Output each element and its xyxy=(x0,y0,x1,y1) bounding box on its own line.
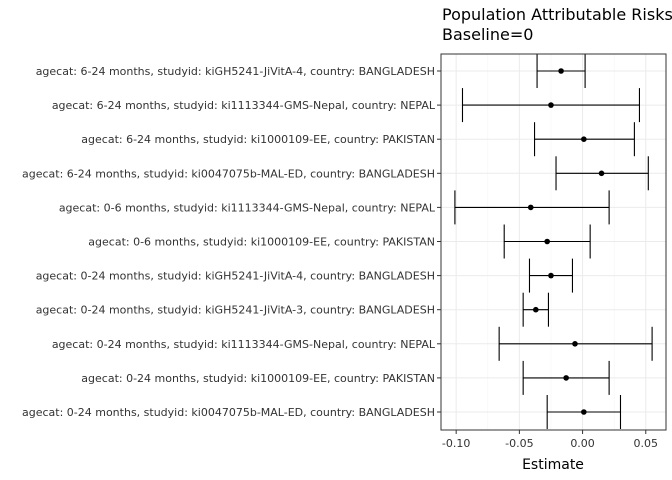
y-tick-label: agecat: 0-6 months, studyid: ki1113344-G… xyxy=(59,201,436,214)
x-axis-title: Estimate xyxy=(522,457,584,473)
chart-title: Population Attributable Risks xyxy=(442,5,672,24)
x-tick-label: -0.10 xyxy=(442,437,470,450)
chart-subtitle: Baseline=0 xyxy=(442,25,533,44)
estimate-point xyxy=(544,238,550,245)
y-tick-label: agecat: 6-24 months, studyid: ki0047075b… xyxy=(22,167,435,180)
estimate-point xyxy=(533,306,539,313)
estimate-point xyxy=(572,341,578,347)
x-tick-label: -0.05 xyxy=(505,437,533,450)
estimate-point xyxy=(581,409,587,415)
estimate-point xyxy=(548,102,554,108)
y-tick-label: agecat: 0-24 months, studyid: ki1113344-… xyxy=(52,338,436,351)
y-tick-label: agecat: 0-24 months, studyid: kiGH5241-J… xyxy=(36,304,435,317)
y-tick-label: agecat: 0-24 months, studyid: ki1000109-… xyxy=(81,372,435,385)
x-tick-label: 0.00 xyxy=(570,437,595,450)
y-tick-label: agecat: 0-24 months, studyid: ki0047075b… xyxy=(22,406,435,419)
x-axis: -0.10 -0.05 0.00 0.05 xyxy=(442,430,658,450)
panel-border xyxy=(440,53,667,431)
estimate-point xyxy=(563,375,569,381)
estimate-point xyxy=(548,272,554,279)
y-tick-label: agecat: 6-24 months, studyid: ki1113344-… xyxy=(52,99,436,112)
estimate-point xyxy=(598,170,605,177)
estimate-point xyxy=(527,204,534,211)
plot-marks xyxy=(454,54,653,429)
estimate-point xyxy=(558,68,564,74)
y-tick-label: agecat: 0-24 months, studyid: kiGH5241-J… xyxy=(36,270,435,283)
estimate-point xyxy=(581,136,587,142)
y-axis-labels: agecat: 6-24 months, studyid: kiGH5241-J… xyxy=(22,65,441,419)
y-tick-label: agecat: 6-24 months, studyid: kiGH5241-J… xyxy=(36,65,435,78)
y-tick-label: agecat: 6-24 months, studyid: ki1000109-… xyxy=(81,133,435,146)
x-tick-label: 0.05 xyxy=(634,437,659,450)
y-tick-label: agecat: 0-6 months, studyid: ki1000109-E… xyxy=(88,236,435,249)
